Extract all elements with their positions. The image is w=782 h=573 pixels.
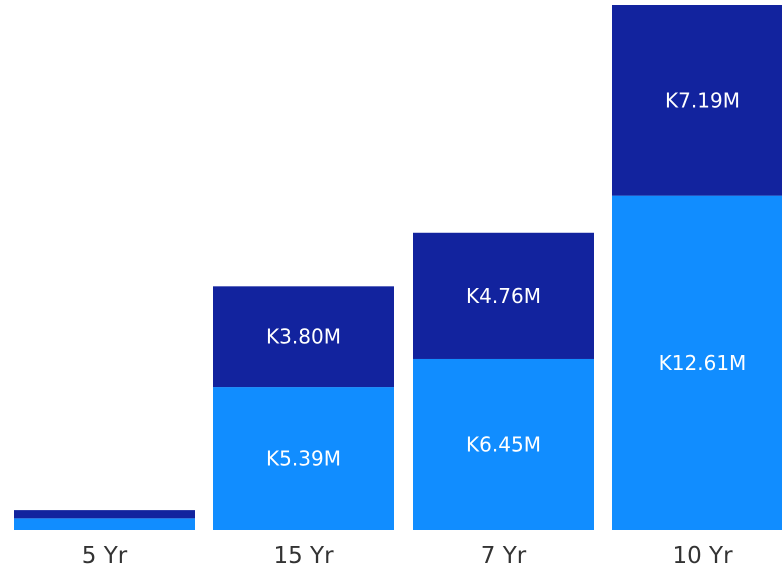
data-label-1-3: K6.45M bbox=[466, 432, 541, 456]
bar-segment-1-2 bbox=[213, 387, 394, 530]
x-axis-ticks: 5 Yr 15 Yr 7 Yr 10 Yr bbox=[82, 543, 733, 569]
data-labels-group: K5.39M K3.80M K6.45M K4.76M K12.61M K7.19M bbox=[266, 88, 746, 470]
bar-segment-2-4 bbox=[612, 5, 782, 196]
bar-segment-1-1 bbox=[14, 518, 195, 530]
x-tick-label-1: 5 Yr bbox=[82, 543, 128, 569]
bars-group bbox=[14, 5, 782, 531]
data-label-2-2: K3.80M bbox=[266, 325, 341, 349]
bar-segment-2-2 bbox=[213, 286, 394, 388]
data-label-2-3: K4.76M bbox=[466, 284, 541, 308]
data-label-1-2: K5.39M bbox=[266, 447, 341, 471]
bar-segment-2-1 bbox=[14, 510, 195, 519]
data-label-1-4: K12.61M bbox=[659, 351, 747, 375]
bar-segment-1-3 bbox=[413, 358, 594, 530]
x-tick-label-2: 15 Yr bbox=[273, 543, 334, 569]
bar-segment-2-3 bbox=[413, 232, 594, 359]
x-tick-label-4: 10 Yr bbox=[672, 543, 733, 569]
x-tick-label-3: 7 Yr bbox=[481, 543, 527, 569]
bar-segment-1-4 bbox=[612, 195, 782, 531]
data-label-2-4: K7.19M bbox=[665, 88, 740, 112]
